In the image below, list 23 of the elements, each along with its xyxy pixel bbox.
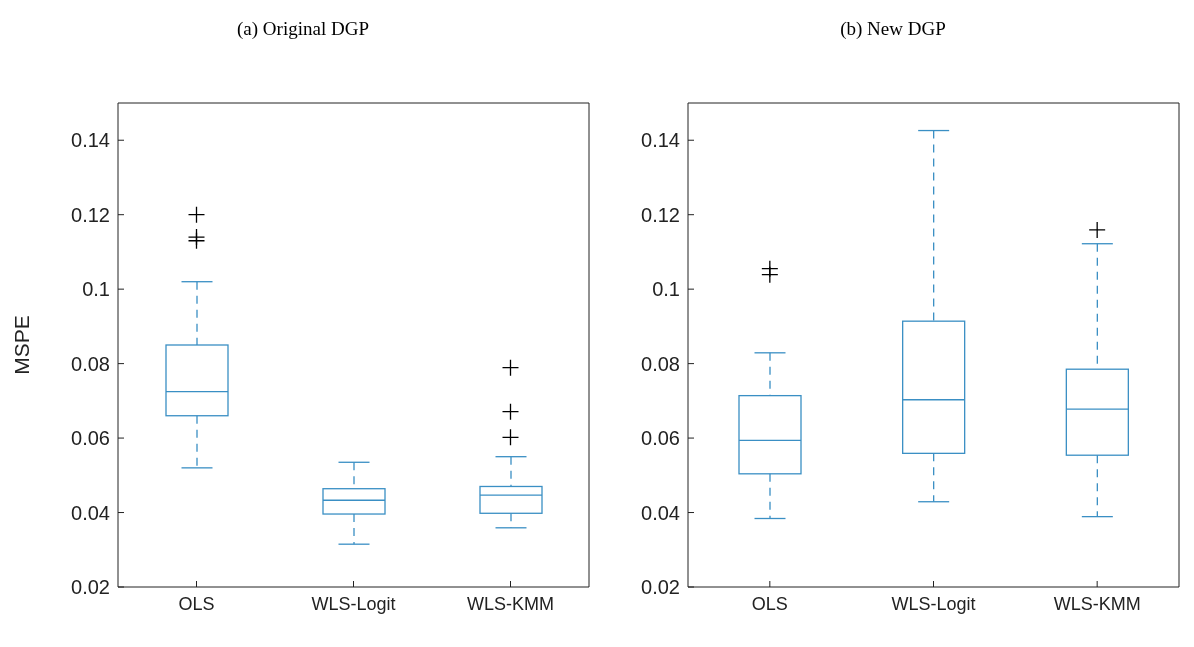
x-tick-label: WLS-KMM <box>1053 593 1141 614</box>
y-tick-label: 0.02 <box>641 576 680 599</box>
y-tick-label: 0.08 <box>641 352 680 375</box>
y-tick-label: 0.08 <box>71 352 110 375</box>
y-tick-label: 0.12 <box>71 203 110 226</box>
y-tick-label: 0.06 <box>71 427 110 450</box>
x-tick-label: WLS-KMM <box>467 593 554 614</box>
y-tick-label: 0.04 <box>641 501 680 524</box>
y-tick-label: 0.04 <box>71 501 110 524</box>
x-tick-label: OLS <box>751 593 788 614</box>
y-tick-label: 0.14 <box>641 129 680 152</box>
y-axis-title: MSPE <box>10 315 34 375</box>
chart-title: (b) New DGP <box>839 17 947 41</box>
y-tick-label: 0.1 <box>652 278 680 301</box>
x-tick-label: WLS-Logit <box>311 593 396 614</box>
chart-title: (a) Original DGP <box>236 17 370 41</box>
y-tick-label: 0.14 <box>71 129 110 152</box>
x-tick-label: WLS-Logit <box>891 593 976 614</box>
x-tick-label: OLS <box>178 593 215 614</box>
y-tick-label: 0.1 <box>82 278 110 301</box>
y-tick-label: 0.12 <box>641 203 680 226</box>
y-tick-label: 0.02 <box>71 576 110 599</box>
y-tick-label: 0.06 <box>641 427 680 450</box>
